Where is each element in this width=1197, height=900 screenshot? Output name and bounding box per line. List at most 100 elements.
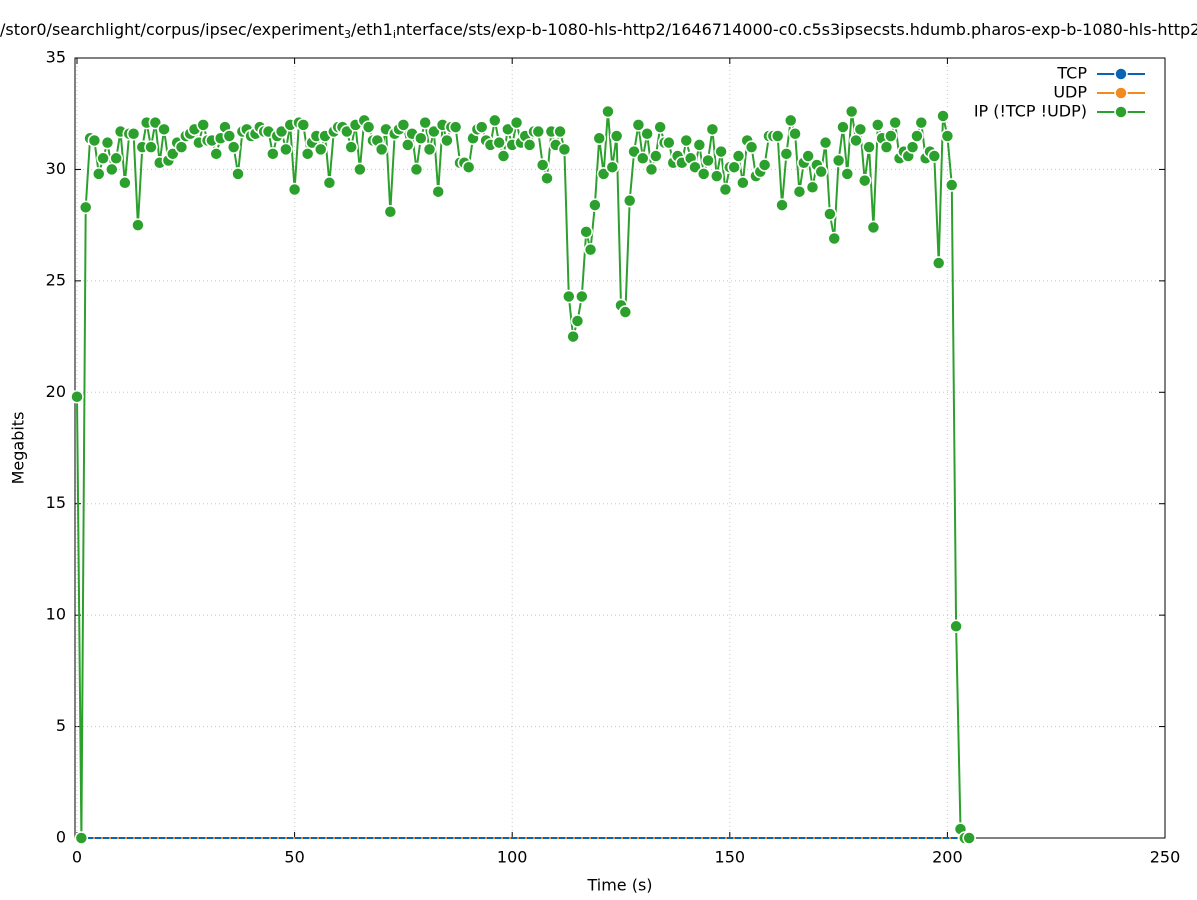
title-subscript: 3 (344, 28, 351, 41)
data-point (640, 127, 654, 141)
data-point (949, 619, 963, 634)
data-point (440, 133, 454, 148)
data-point (540, 171, 554, 186)
data-point (274, 124, 289, 139)
data-point (849, 133, 863, 148)
data-point (709, 169, 724, 183)
data-point (844, 104, 859, 119)
data-point (792, 184, 807, 199)
data-point (579, 225, 593, 239)
data-point (78, 200, 93, 215)
data-point (427, 124, 441, 139)
data-point (553, 124, 567, 139)
data-point (962, 831, 976, 845)
data-point (931, 256, 946, 270)
data-point (131, 218, 145, 232)
data-point (340, 124, 354, 139)
data-point (557, 142, 572, 157)
legend-marker (1114, 67, 1128, 81)
data-point (636, 151, 650, 166)
x-axis-label: Time (s) (586, 876, 652, 895)
data-point (866, 220, 881, 235)
data-point (731, 149, 746, 163)
title-part: nterface/sts/exp-b-1080-hls-http2/164671… (396, 20, 1197, 39)
data-point (100, 135, 115, 150)
data-point (313, 142, 328, 157)
data-point (474, 120, 489, 134)
data-point (157, 122, 171, 137)
data-point (627, 144, 641, 159)
data-point (396, 118, 411, 132)
data-point (87, 133, 102, 148)
data-point (622, 193, 637, 208)
y-tick-label: 35 (46, 48, 66, 67)
data-point (757, 158, 772, 172)
data-point (770, 129, 785, 143)
data-point (936, 109, 950, 123)
data-point (888, 115, 902, 130)
data-point (801, 149, 815, 163)
data-point (575, 289, 589, 304)
x-tick-label: 0 (72, 848, 82, 867)
data-point (744, 140, 759, 154)
data-point (418, 115, 432, 130)
data-point (649, 149, 663, 163)
data-point (300, 147, 315, 161)
data-point (701, 153, 715, 168)
data-point (605, 160, 620, 174)
data-point (70, 389, 84, 404)
data-point (209, 147, 224, 161)
data-point (910, 129, 924, 143)
legend-label: IP (!TCP !UDP) (974, 102, 1087, 121)
data-point (231, 167, 245, 181)
data-point (96, 151, 110, 166)
data-point (945, 178, 959, 192)
data-point (448, 120, 463, 134)
x-tick-label: 100 (497, 848, 528, 867)
data-point (714, 144, 728, 159)
data-point (857, 173, 872, 188)
data-point (570, 314, 585, 328)
data-point (631, 118, 646, 132)
y-tick-label: 5 (56, 716, 66, 735)
data-point (566, 329, 580, 344)
data-point (344, 140, 358, 154)
data-point (74, 831, 89, 845)
y-tick-label: 25 (46, 270, 66, 289)
title-part: /eth1 (351, 20, 393, 39)
x-tick-label: 50 (284, 848, 304, 867)
y-tick-label: 20 (46, 382, 66, 401)
data-point (401, 138, 415, 152)
data-point (884, 129, 898, 143)
data-point (779, 147, 794, 161)
data-point (226, 140, 241, 154)
data-point (126, 127, 141, 141)
series-line (76, 111, 970, 839)
data-point (718, 182, 733, 197)
data-point (827, 231, 841, 246)
data-point (783, 113, 798, 128)
data-point (692, 138, 707, 152)
data-point (196, 118, 210, 132)
y-tick-label: 0 (56, 828, 66, 847)
data-point (705, 122, 720, 137)
data-point (374, 142, 389, 157)
data-point (592, 131, 606, 145)
data-point (174, 140, 189, 154)
data-point (805, 180, 820, 195)
data-point (222, 129, 237, 143)
y-tick-label: 15 (46, 493, 66, 512)
data-point (422, 142, 437, 157)
data-point (940, 129, 955, 143)
data-point (862, 140, 876, 154)
data-point (879, 140, 894, 154)
data-point (501, 122, 515, 137)
data-point (531, 124, 546, 139)
data-point (361, 120, 376, 134)
data-point (831, 153, 846, 168)
data-point (92, 167, 106, 181)
data-point (927, 149, 942, 163)
data-point (353, 162, 367, 177)
data-point (383, 205, 398, 219)
